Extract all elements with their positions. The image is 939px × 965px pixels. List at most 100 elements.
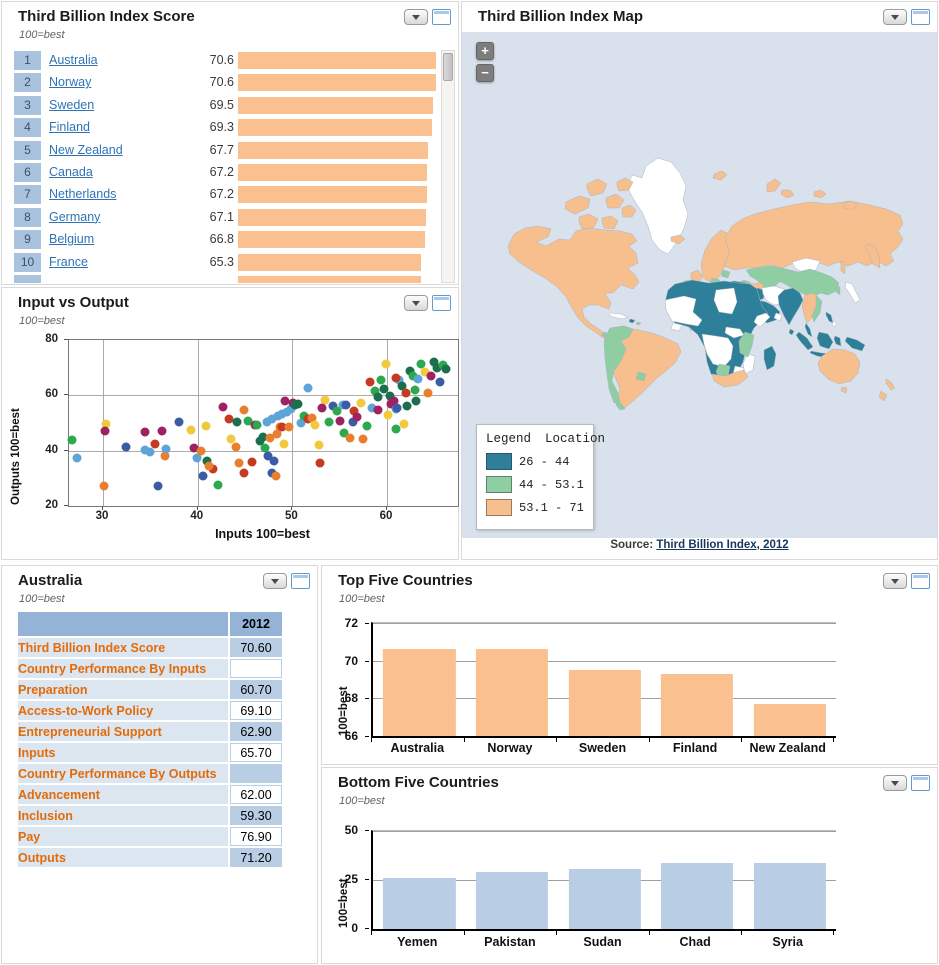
world-map[interactable]: + − Legend Location 26 - 44 44 - 53.1 53.1… [462,32,937,538]
scatter-point[interactable] [405,366,415,376]
scatter-point[interactable] [358,434,368,444]
dropdown-menu-icon[interactable] [883,775,907,791]
scatter-point[interactable] [303,383,313,393]
scatter-point[interactable] [273,411,283,421]
scatter-point[interactable] [408,371,418,381]
scatter-point[interactable] [324,417,334,427]
bar[interactable] [753,862,826,929]
score-bar[interactable] [238,186,427,204]
scatter-point[interactable] [365,377,375,387]
scatter-point[interactable] [392,403,402,413]
scatter-point[interactable] [239,405,249,415]
scatter-point[interactable] [72,453,82,463]
scatter-point[interactable] [399,419,409,429]
bar[interactable] [660,673,734,736]
scatter-point[interactable] [435,377,445,387]
scatter-point[interactable] [391,424,401,434]
scatter-point[interactable] [101,419,111,429]
bar[interactable] [475,649,548,736]
scatter-point[interactable] [67,435,77,445]
scatter-point[interactable] [145,447,155,457]
scatter-point[interactable] [410,385,420,395]
top-five-plot[interactable] [371,622,836,738]
maximize-window-icon[interactable] [432,9,451,25]
country-link[interactable]: Finland [49,120,90,135]
scatter-point[interactable] [341,400,351,410]
scatter-point[interactable] [332,406,342,416]
scatter-point[interactable] [411,396,421,406]
scatter-point[interactable] [260,443,270,453]
scatter-point[interactable] [204,461,214,471]
maximize-window-icon[interactable] [911,573,930,589]
scatter-point[interactable] [279,439,289,449]
scatter-point[interactable] [317,403,327,413]
legend-swatch[interactable] [486,453,512,470]
scatter-point[interactable] [231,442,241,452]
legend-swatch[interactable] [486,476,512,493]
scatter-point[interactable] [258,432,268,442]
scatter-point[interactable] [362,421,372,431]
scatter-point[interactable] [247,457,257,467]
score-bar[interactable] [238,275,421,283]
scatter-point[interactable] [267,414,277,424]
scatter-point[interactable] [269,456,279,466]
scatter-point[interactable] [282,407,292,417]
scatter-point[interactable] [140,445,150,455]
scatter-point[interactable] [161,444,171,454]
scatter-point[interactable] [213,480,223,490]
maximize-window-icon[interactable] [911,9,930,25]
scatter-point[interactable] [397,381,407,391]
scatter-point[interactable] [345,433,355,443]
scatter-point[interactable] [174,417,184,427]
scatter-point[interactable] [243,416,253,426]
scatter-point[interactable] [420,367,430,377]
scatter-point[interactable] [373,392,383,402]
scrollbar-thumb[interactable] [443,53,453,81]
scatter-point[interactable] [416,359,426,369]
scatter-point[interactable] [277,422,287,432]
scatter-point[interactable] [196,446,206,456]
scatter-point[interactable] [423,388,433,398]
scatter-point[interactable] [385,391,395,401]
scatter-point[interactable] [320,395,330,405]
dropdown-menu-icon[interactable] [404,9,428,25]
score-bar[interactable] [238,163,427,181]
scatter-point[interactable] [389,396,399,406]
scatter-point[interactable] [426,371,436,381]
scatter-point[interactable] [265,433,275,443]
bar[interactable] [568,670,641,736]
scatter-point[interactable] [99,481,109,491]
legend-swatch[interactable] [486,499,512,516]
maximize-window-icon[interactable] [432,295,451,311]
scatter-point[interactable] [157,426,167,436]
bar[interactable] [383,649,456,736]
maximize-window-icon[interactable] [291,573,310,589]
scatter-point[interactable] [401,388,411,398]
country-link[interactable]: Belgium [49,232,95,247]
world-map-svg[interactable] [462,32,937,538]
scatter-point[interactable] [413,374,423,384]
score-bar[interactable] [238,231,426,249]
scatter-point[interactable] [391,373,401,383]
scatter-point[interactable] [226,434,236,444]
score-bar[interactable] [238,208,427,226]
scatter-point[interactable] [232,417,242,427]
scatter-point[interactable] [100,426,110,436]
score-bar[interactable] [238,141,428,159]
scatter-point[interactable] [381,359,391,369]
scatter-point[interactable] [376,375,386,385]
country-link[interactable]: Netherlands [49,187,117,202]
scatter-point[interactable] [280,396,290,406]
scatter-point[interactable] [198,471,208,481]
scatter-point[interactable] [367,403,377,413]
scatter-point[interactable] [252,420,262,430]
dropdown-menu-icon[interactable] [883,573,907,589]
scatter-point[interactable] [307,413,317,423]
scatter-point[interactable] [192,453,202,463]
scatter-point[interactable] [349,406,359,416]
scatter-point[interactable] [328,401,338,411]
country-link[interactable]: Australia [49,53,98,67]
bottom-five-plot[interactable] [371,830,836,931]
scatter-point[interactable] [303,414,312,424]
bar[interactable] [475,872,548,929]
